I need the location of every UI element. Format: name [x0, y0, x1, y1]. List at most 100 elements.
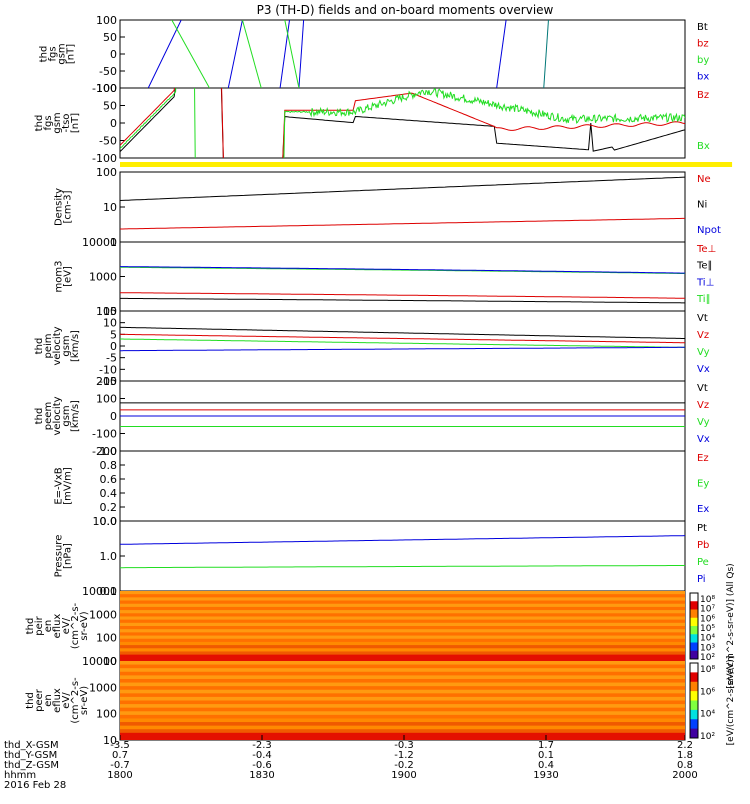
spec-speck [738, 691, 740, 696]
ylabel-line: [km/s] [70, 400, 81, 432]
spec-speck [716, 645, 718, 652]
ytick-label: 10000 [82, 236, 117, 249]
colorbar-cell [690, 634, 698, 643]
legend-Te∥: Te∥ [696, 261, 713, 272]
ytick-label: 0.8 [100, 459, 118, 472]
ylabel-line: [mV/m] [63, 467, 74, 505]
spec-band [120, 641, 685, 646]
colorbar-label: [eV/(cm^2-s-sr-eV)] [726, 656, 736, 746]
ytick-label: 15 [103, 305, 117, 318]
ylabel-line: thd [25, 692, 36, 709]
ytick-label: 10 [103, 655, 117, 668]
spec-speck [744, 695, 746, 704]
spec-speck [717, 624, 719, 629]
colorbar-frame [689, 592, 699, 660]
panel-frame-1 [119, 87, 686, 159]
colorbar-cell [690, 709, 698, 720]
ylabel-line: [nPa] [63, 543, 74, 569]
xaxis-row-label: thd_Z-GSM [4, 760, 59, 771]
xaxis-row-label: thd_Y-GSM [4, 750, 57, 761]
ytick-label: -15 [99, 375, 117, 388]
bx-trace [543, 20, 549, 88]
colorbar-9: 10⁸ 10⁶ 10⁴ 10² [eV/(cm^2-s-sr-eV)] [689, 656, 736, 746]
spec-band [120, 657, 685, 661]
ylabel-line: [nT] [66, 44, 77, 64]
panel-frame-2 [119, 171, 686, 243]
colorbar-cell [690, 601, 698, 610]
ylabel-line: peer [34, 688, 45, 712]
spec-speck [721, 684, 723, 692]
ylabel-line: (cm^2-s- [70, 602, 81, 649]
ylabel-line: peim [43, 333, 54, 358]
by-trace [284, 20, 300, 88]
ytick-label: 5 [110, 328, 117, 341]
ylabel-line: mom3 [54, 261, 65, 293]
ylabel-line: gsm [57, 43, 68, 64]
colorbar-tick: 10² [700, 653, 715, 663]
spec-band [120, 722, 685, 727]
spec-band [120, 664, 685, 669]
spec-speck [744, 703, 746, 712]
ytick-label: 100 [96, 393, 117, 406]
colorbar-tick: 10⁸ [700, 665, 715, 675]
colorbar-cell [690, 626, 698, 635]
spec-speck [746, 694, 748, 699]
ytick-label: 100 [96, 632, 117, 645]
ytick-label: 100 [96, 14, 117, 27]
ylabel-line: eV/ [61, 692, 72, 709]
xaxis-value: 1.7 [538, 740, 554, 751]
panels-group: 100500-50-100thdfgsgsm[nT]Btbzbybx100500… [25, 14, 748, 747]
ylabel-line: thd [34, 115, 45, 132]
colorbar-label: [eV/(cm^2-s-sr-eV)] (All Qs) [726, 563, 736, 688]
legend-Bx: Bx [697, 141, 710, 152]
xaxis-value: 1830 [249, 770, 274, 781]
spec-speck [715, 649, 717, 653]
ytick-label: 100 [96, 305, 117, 318]
legend-Vy: Vy [697, 417, 710, 428]
spec-band [120, 651, 685, 656]
legend-Ti⊥: Ti⊥ [696, 277, 714, 288]
ytick-label: 0 [110, 117, 117, 130]
spec-band [120, 671, 685, 676]
legend-Vz: Vz [697, 400, 709, 411]
spec-band [120, 678, 685, 684]
xaxis-date: 2016 Feb 28 [4, 780, 66, 791]
ylabel-line: fgs [43, 115, 54, 130]
ylabel-line: [eV] [63, 266, 74, 287]
colorbar-frame [689, 662, 699, 739]
legend-bx: bx [697, 71, 709, 82]
ytick-label: 0 [110, 48, 117, 61]
spec-band [120, 714, 685, 719]
spec-band [120, 725, 685, 730]
ytick-label: 100 [96, 166, 117, 179]
spec-speck [687, 637, 689, 641]
ytick-label: 10 [103, 734, 117, 747]
spec-speck [686, 607, 688, 617]
ytick-label: 10000 [82, 585, 117, 598]
by-trace [171, 20, 210, 88]
spec-speck [687, 593, 689, 603]
spec-band [120, 736, 685, 740]
xaxis-value: -1.2 [394, 750, 414, 761]
spec-speck [737, 687, 739, 692]
panel-frame-7 [119, 520, 686, 592]
spec-speck [741, 666, 743, 676]
ytick-label: 1.0 [100, 550, 118, 563]
spec-band [120, 594, 685, 598]
spec-band [120, 591, 685, 595]
ylabel-line: [cm-3] [63, 190, 74, 223]
colorbar-tick: 10⁶ [700, 614, 715, 624]
spec-speck [742, 727, 744, 730]
ylabel-line: velocity [52, 396, 63, 435]
spec-speck [710, 700, 712, 709]
xaxis-value: 0.1 [538, 750, 554, 761]
spec-band [120, 616, 685, 621]
spec-speck [737, 706, 739, 710]
colorbar-tick: 10⁴ [700, 634, 715, 644]
legend-Ni: Ni [697, 200, 707, 211]
spec-band [120, 597, 685, 602]
ni-trace [120, 176, 685, 201]
spec-band [120, 626, 685, 630]
